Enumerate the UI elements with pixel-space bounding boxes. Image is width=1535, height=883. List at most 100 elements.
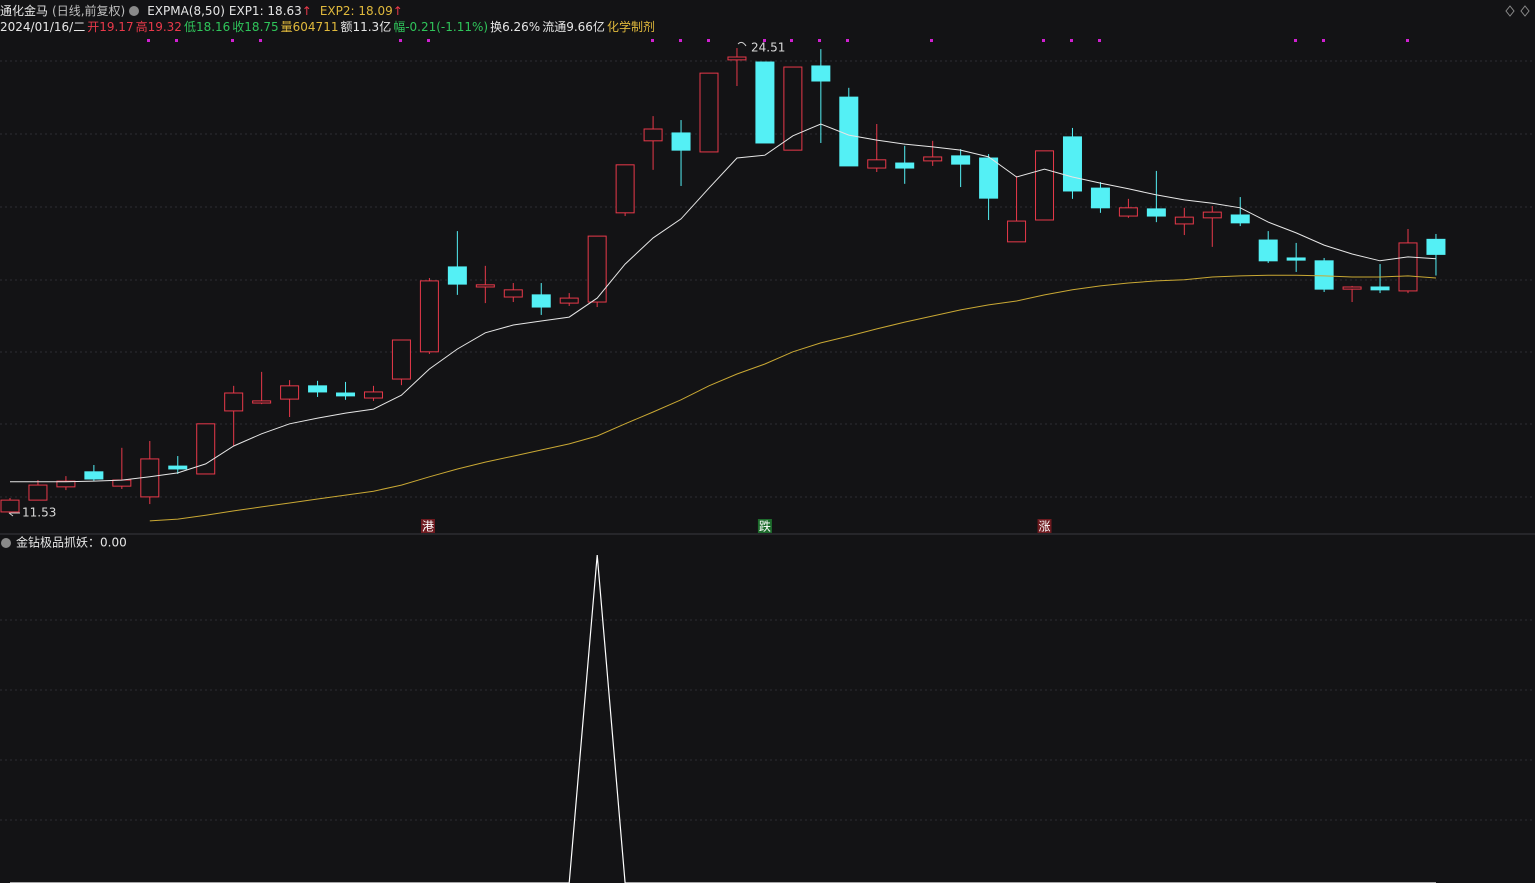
candle-body: [1062, 136, 1082, 192]
candle-body: [1146, 208, 1166, 217]
candle-body: [979, 157, 999, 199]
candle-body: [1090, 187, 1110, 209]
candle-body: [923, 156, 943, 162]
annotation: 港: [422, 520, 434, 534]
signal-dot: [231, 39, 234, 42]
candle-body: [447, 266, 467, 285]
signal-dot: [147, 39, 150, 42]
candle-body: [1286, 257, 1306, 261]
candle-body: [503, 289, 523, 298]
extreme-arrows: [8, 41, 747, 517]
signal-dots: [147, 39, 1409, 42]
candle-body: [1007, 220, 1027, 243]
annotation-bg: [421, 519, 436, 533]
header-line-1: 通化金马 (日线,前复权) EXPMA(8,50) EXP1: 18.63↑ EXP2:…: [0, 3, 407, 19]
candle-body: [308, 385, 328, 393]
stock-name: 通化金马: [0, 4, 49, 18]
candle-body: [419, 280, 439, 353]
candle-body: [56, 480, 76, 488]
candle-body: [643, 128, 663, 142]
candle-body: [1118, 207, 1138, 217]
candle-body: [475, 284, 495, 288]
candle-body: [699, 72, 719, 153]
amount: 额11.3亿: [340, 20, 392, 34]
candle-body: [839, 96, 859, 167]
signal-dot: [399, 39, 402, 42]
candle-body: [1174, 216, 1194, 225]
indicator-toggle[interactable]: [129, 6, 139, 16]
candle-body: [252, 400, 272, 404]
candle-body: [28, 484, 48, 501]
exp-line: [10, 123, 1437, 483]
low: 低18.16: [183, 20, 231, 34]
signal-dot: [818, 39, 821, 42]
candle-body: [280, 385, 300, 400]
turnover: 换6.26%: [490, 20, 541, 34]
signal-dot: [1042, 39, 1045, 42]
annotation-bg: [757, 519, 772, 533]
signal-dot: [651, 39, 654, 42]
candle-body: [112, 479, 132, 487]
exp2-value: EXP2: 18.09: [319, 4, 393, 18]
candle-body: [671, 132, 691, 151]
candle-body: [1314, 260, 1334, 290]
signal-dot: [763, 39, 766, 42]
candle-body: [1035, 150, 1055, 221]
icon-diamond[interactable]: [1505, 5, 1515, 17]
candle-body: [1426, 238, 1446, 255]
signal-dot: [1294, 39, 1297, 42]
signal-dot: [259, 39, 262, 42]
high: 高19.32: [135, 20, 182, 34]
close: 收18.75: [232, 20, 279, 34]
annotation-bg: [1037, 519, 1052, 533]
signal-dot: [175, 39, 178, 42]
annotation: 跌: [759, 519, 771, 534]
window-icons[interactable]: [1505, 5, 1530, 17]
candle-body: [811, 65, 831, 82]
annotation: 涨: [1039, 519, 1051, 534]
float-cap: 流通9.66亿: [542, 20, 605, 34]
open: 开19.17: [87, 20, 134, 34]
candle-body: [1202, 211, 1222, 219]
signal-dot: [427, 39, 430, 42]
max-high-label: 24.51: [751, 41, 785, 55]
indicator-toggle[interactable]: [1, 538, 11, 548]
candle-body: [363, 391, 383, 399]
exp1-arrow: ↑: [301, 4, 312, 18]
candle-body: [587, 235, 607, 303]
candle-body: [951, 155, 971, 165]
candle-body: [783, 66, 803, 151]
candle-body: [224, 392, 244, 412]
candle-body: [559, 297, 579, 304]
header-line-2: 2024/01/16/二 开19.17 高19.32 低18.16 收18.75 量604…: [0, 19, 659, 35]
volume: 量604711: [280, 20, 339, 34]
grid: [0, 60, 1535, 821]
signal-dot: [1322, 39, 1325, 42]
change: 幅-0.21(-1.11%): [393, 20, 489, 34]
signal-dot: [1406, 39, 1409, 42]
sector: 化学制剂: [606, 20, 655, 34]
indicator-name: EXPMA(8,50): [147, 4, 225, 18]
candle-body: [531, 294, 551, 308]
signal-dot: [1070, 39, 1073, 42]
indicator-title: 金钻极品抓妖：0.00: [16, 535, 127, 550]
exp-line: [149, 274, 1437, 522]
candle-body: [895, 162, 915, 169]
exp1-value: EXP1: 18.63: [228, 4, 302, 18]
candle-body: [168, 465, 188, 470]
candle-body: [1398, 242, 1418, 292]
candle-body: [0, 499, 20, 513]
signal-dot: [846, 39, 849, 42]
candle-body: [391, 339, 411, 380]
icon-diamond[interactable]: [1520, 5, 1530, 17]
candle-body: [84, 471, 104, 480]
candle-body: [727, 56, 747, 61]
period: (日线,前复权): [52, 4, 126, 18]
candle-body: [1342, 286, 1362, 290]
exp2-arrow: ↑: [392, 4, 403, 18]
signal-dot: [1098, 39, 1101, 42]
candle-body: [615, 164, 635, 214]
candle-body: [1370, 286, 1390, 291]
